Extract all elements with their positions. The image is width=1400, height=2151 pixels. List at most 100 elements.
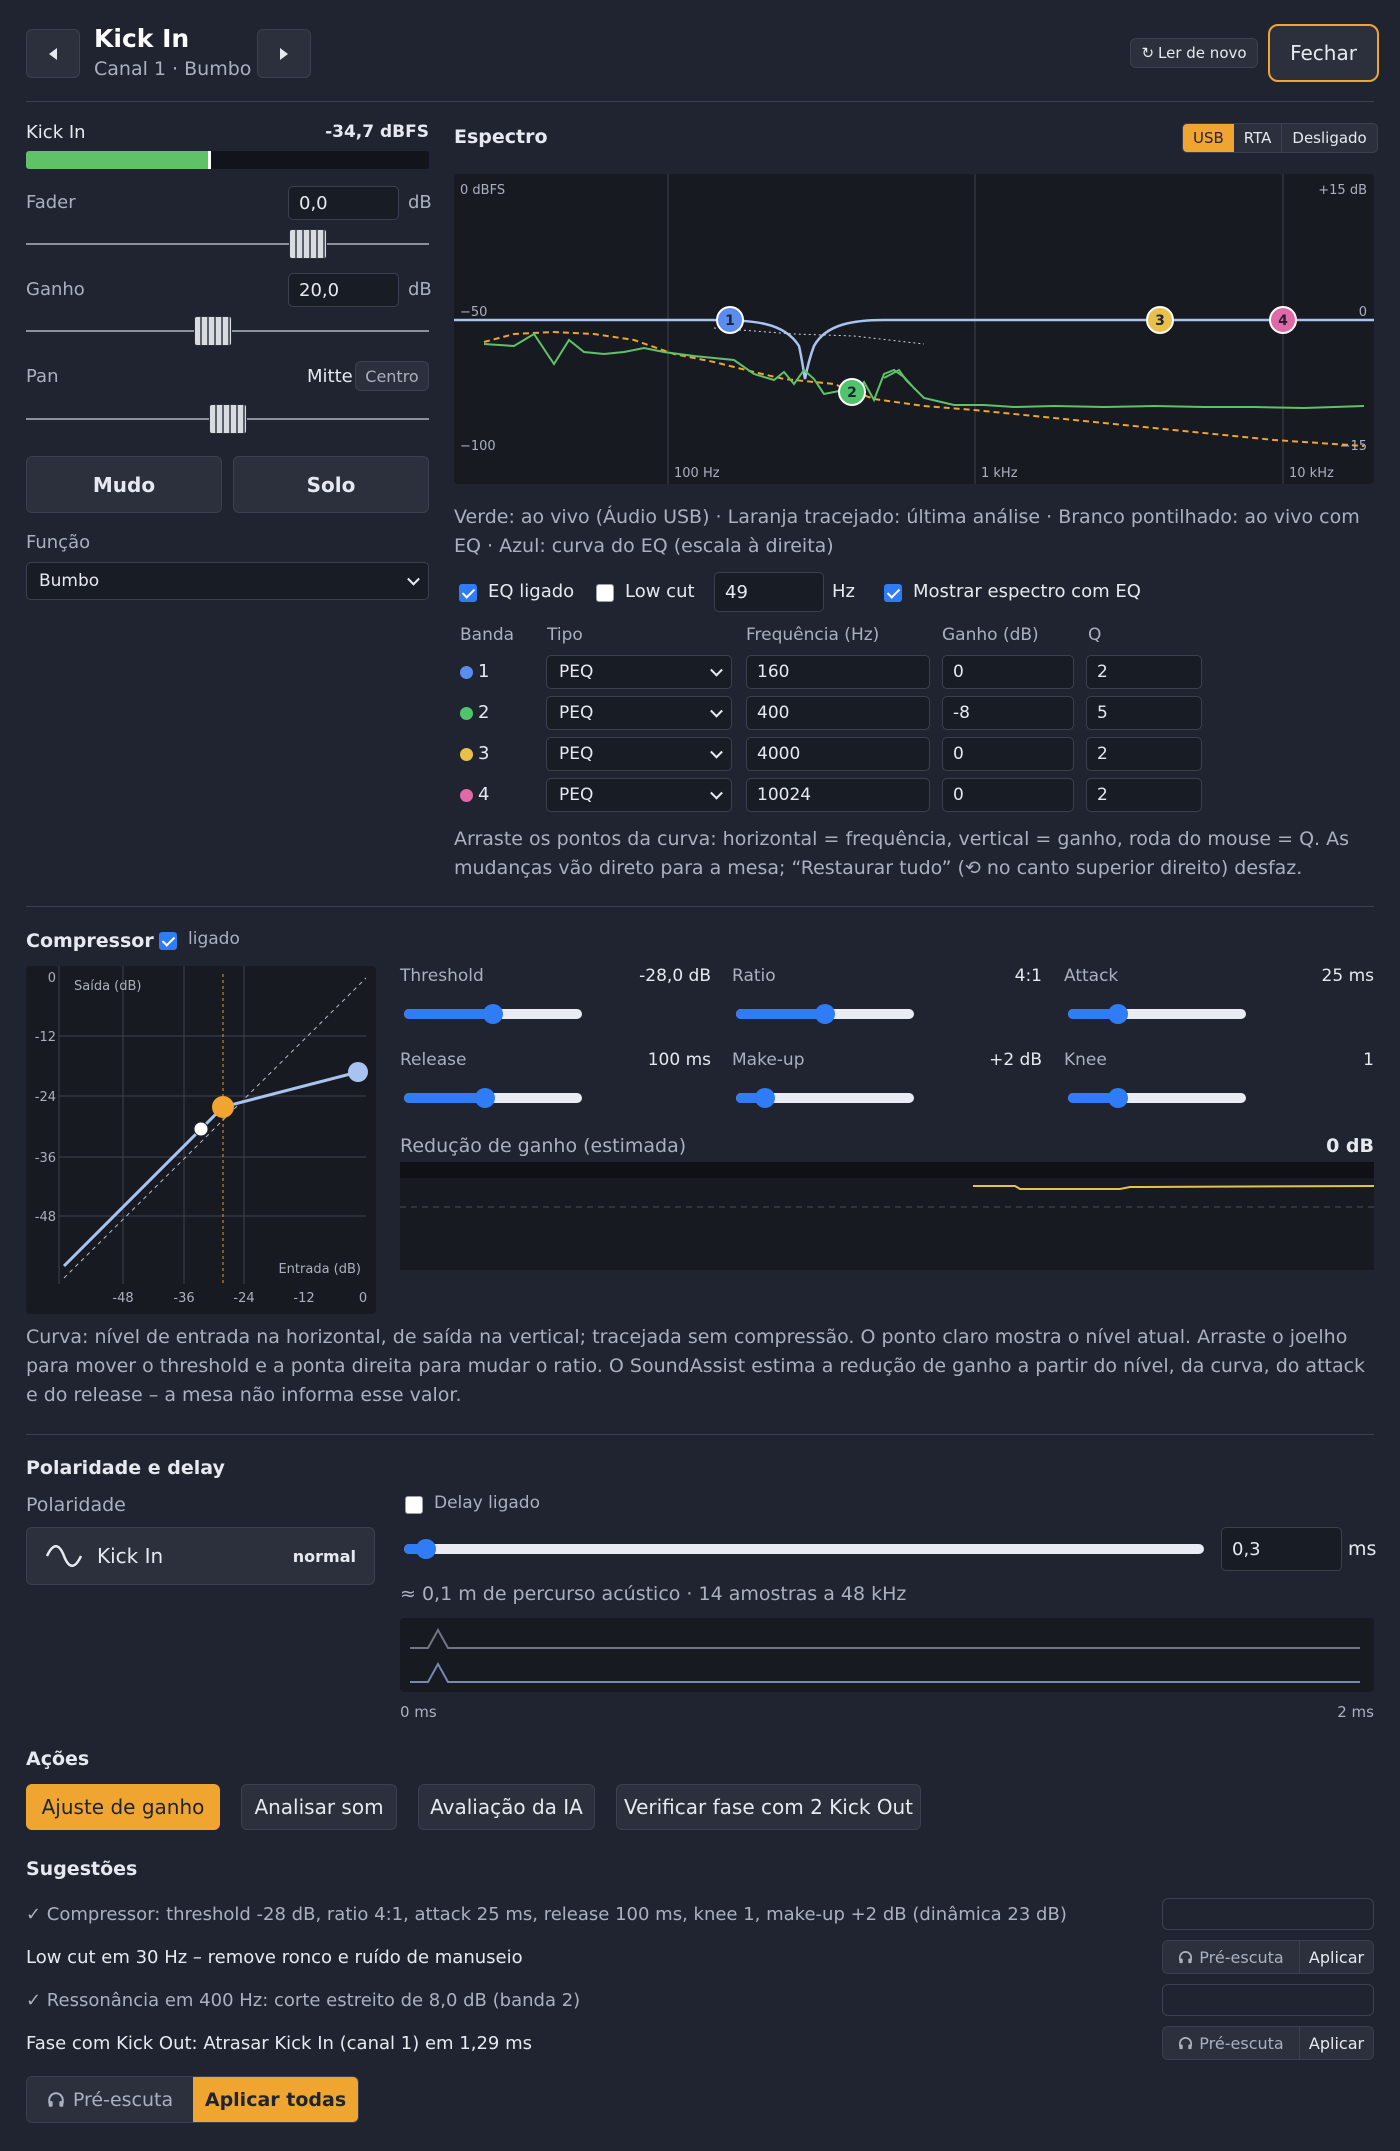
release-value: 100 ms [647,1050,711,1070]
spectrum-graph[interactable]: 0 dBFS +15 dB −50 0 −100 −15 100 Hz 1 kH… [454,174,1374,484]
threshold-slider[interactable] [404,1004,582,1024]
suggestion-phase: Fase com Kick Out: Atrasar Kick In (cana… [26,2033,532,2054]
delay-preview-graph [400,1618,1374,1692]
attack-slider[interactable] [1068,1004,1246,1024]
slider-knob[interactable] [1107,1004,1128,1024]
gain-adjust-button[interactable]: Ajuste de ganho [26,1784,220,1830]
band-1-frequency-input[interactable]: 160 [746,655,930,689]
band-4-type-select[interactable]: PEQ [546,778,732,812]
apply-button[interactable]: Aplicar [1299,2027,1373,2059]
fader-slider[interactable] [26,228,429,260]
svg-text:Entrada (dB): Entrada (dB) [278,1262,361,1277]
band-3-frequency-input[interactable]: 4000 [746,737,930,771]
apply-all-button[interactable]: Aplicar todas [193,2077,358,2122]
slider-knob[interactable] [815,1004,835,1024]
band-3-q-input[interactable]: 2 [1086,737,1202,771]
band-1-gain-input[interactable]: 0 [942,655,1074,689]
pan-handle[interactable] [208,404,247,434]
slider-knob[interactable] [475,1088,496,1108]
compressor-divider [26,1434,1374,1435]
fader-handle[interactable] [288,229,327,259]
close-button[interactable]: Fechar [1268,24,1379,82]
band-1-q-input[interactable]: 2 [1086,655,1202,689]
knee-slider[interactable] [1068,1088,1246,1108]
band-2-frequency-input[interactable]: 400 [746,696,930,730]
band-3-gain-input[interactable]: 0 [942,737,1074,771]
lowcut-frequency-input[interactable]: 49 [714,572,824,612]
band-1-type-select[interactable]: PEQ [546,655,732,689]
slider-knob[interactable] [483,1004,503,1024]
band-2-q-input[interactable]: 5 [1086,696,1202,730]
function-select[interactable]: Bumbo [26,562,429,600]
polarity-toggle[interactable]: Kick In normal [26,1527,375,1585]
reload-button[interactable]: ↻ Ler de novo [1130,38,1258,68]
band-2-type-select[interactable]: PEQ [546,696,732,730]
band-3-type-select[interactable]: PEQ [546,737,732,771]
header-divider [26,101,1374,102]
compressor-curve-graph[interactable]: Saída (dB) Entrada (dB) 0 -12 -24 -36 -4… [26,966,376,1314]
gain-adjust-label: Ajuste de ganho [41,1795,205,1819]
mute-button[interactable]: Mudo [26,456,222,513]
gain-handle[interactable] [193,316,232,346]
lowcut-unit: Hz [832,581,855,602]
mode-usb[interactable]: USB [1183,124,1234,152]
svg-text:-12: -12 [293,1291,314,1306]
pan-center-button[interactable]: Centro [355,361,429,391]
ratio-slider[interactable] [736,1004,914,1024]
delay-slider[interactable] [404,1539,1204,1559]
header-q: Q [1088,625,1102,645]
ai-review-button[interactable]: Avaliação da IA [418,1784,595,1830]
preview-button[interactable]: Pré-escuta [1163,1941,1299,1973]
suggestion-lowcut: Low cut em 30 Hz – remove ronco e ruído … [26,1947,523,1968]
live-eq-curve [713,327,925,345]
ai-review-label: Avaliação da IA [430,1795,583,1819]
gain-value-input[interactable]: 20,0 [288,273,399,307]
band-number: 3 [478,743,490,764]
preview-button[interactable]: Pré-escuta [1163,2027,1299,2059]
mute-label: Mudo [92,472,156,497]
band-1-handle[interactable]: 1 [716,306,744,334]
apply-button[interactable]: Aplicar [1299,1941,1373,1973]
gain-slider[interactable] [26,315,429,347]
svg-text:-48: -48 [35,1210,56,1225]
band-2-handle[interactable]: 2 [838,378,866,406]
preview-all-button[interactable]: Pré-escuta [27,2077,193,2122]
delay-on-checkbox[interactable] [405,1496,423,1514]
slider-knob[interactable] [415,1539,436,1559]
triangle-right-icon [280,47,288,60]
delay-on-label: Delay ligado [434,1493,541,1513]
mode-off[interactable]: Desligado [1281,124,1376,152]
analyze-sound-button[interactable]: Analisar som [241,1784,397,1830]
delay-value-input[interactable]: 0,3 [1221,1527,1342,1571]
reload-label: Ler de novo [1158,44,1247,62]
makeup-slider[interactable] [736,1088,914,1108]
band-type-value: PEQ [559,785,594,805]
slider-knob[interactable] [1107,1088,1128,1108]
pan-slider[interactable] [26,403,429,435]
chevron-down-icon [710,663,723,677]
band-2-gain-input[interactable]: -8 [942,696,1074,730]
mode-rta[interactable]: RTA [1243,129,1272,147]
solo-button[interactable]: Solo [233,456,429,513]
band-3-handle[interactable]: 3 [1146,306,1174,334]
band-4-frequency-input[interactable]: 10024 [746,778,930,812]
phase-check-button[interactable]: Verificar fase com 2 Kick Out [616,1784,921,1830]
band-4-handle[interactable]: 4 [1269,306,1297,334]
eq-on-checkbox[interactable] [459,584,477,602]
release-slider[interactable] [404,1088,582,1108]
previous-channel-button[interactable] [26,29,80,78]
makeup-value: +2 dB [989,1050,1042,1070]
next-channel-button[interactable] [257,29,311,78]
show-eq-spectrum-checkbox[interactable] [884,584,902,602]
svg-text:-36: -36 [35,1151,56,1166]
threshold-label: Threshold [400,966,484,986]
band-4-gain-input[interactable]: 0 [942,778,1074,812]
band-4-q-input[interactable]: 2 [1086,778,1202,812]
spectrum-legend: Verde: ao vivo (Áudio USB) · Laranja tra… [454,506,1360,557]
slider-knob[interactable] [754,1088,775,1108]
fader-value-input[interactable]: 0,0 [288,186,399,220]
fader-label: Fader [26,192,76,213]
lowcut-checkbox[interactable] [596,584,614,602]
svg-text:-24: -24 [233,1291,254,1306]
compressor-on-checkbox[interactable] [159,932,177,950]
